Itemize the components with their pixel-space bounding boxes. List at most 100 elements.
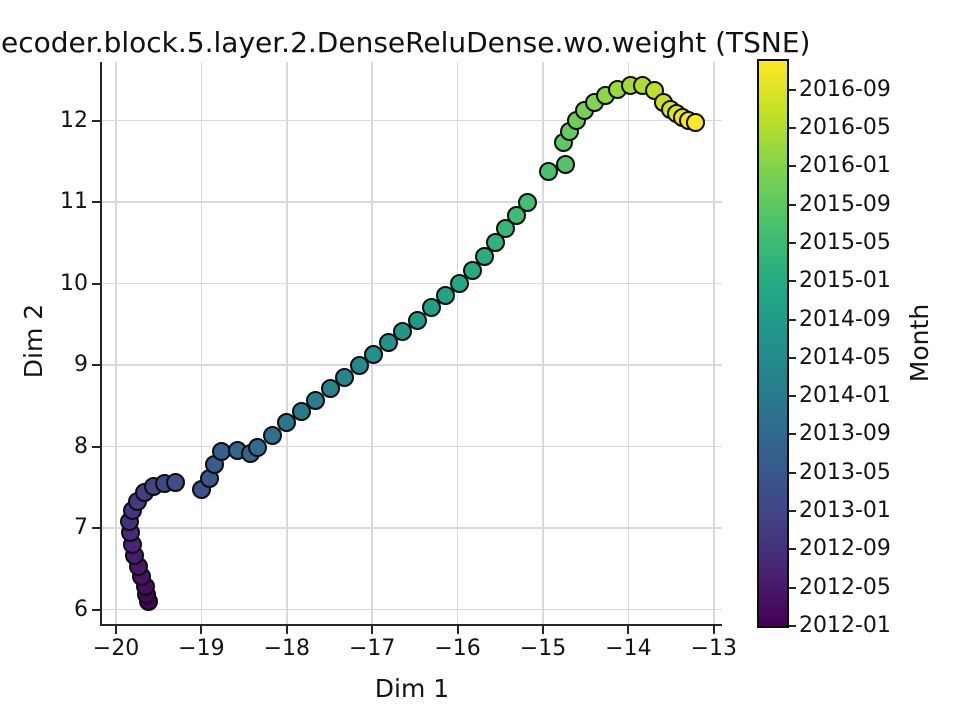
colorbar-tick-mark — [789, 471, 796, 474]
colorbar-tick-mark — [789, 586, 796, 589]
y-tick-mark — [92, 119, 100, 122]
y-tick-mark — [92, 445, 100, 448]
colorbar-tick-label: 2014-09 — [799, 306, 891, 332]
scatter-point — [555, 155, 575, 174]
colorbar-tick-mark — [789, 395, 796, 398]
gridline-horizontal — [102, 364, 722, 366]
scatter-point — [685, 113, 705, 133]
colorbar-tick-mark — [789, 203, 796, 206]
scatter-point — [306, 390, 326, 410]
scatter-point — [291, 401, 311, 421]
colorbar-tick-label: 2015-01 — [799, 268, 891, 294]
axis-spine-bottom — [100, 623, 722, 626]
scatter-point — [262, 425, 282, 445]
x-tick-label: −14 — [605, 636, 652, 661]
y-tick-mark — [92, 608, 100, 611]
gridline-horizontal — [102, 201, 722, 203]
scatter-point — [364, 344, 384, 364]
y-tick-label: 7 — [74, 515, 88, 540]
colorbar-tick-label: 2014-01 — [799, 383, 891, 409]
x-tick-label: −18 — [263, 636, 311, 661]
scatter-point — [422, 298, 442, 318]
scatter-point — [277, 413, 297, 433]
y-tick-mark — [92, 527, 100, 529]
scatter-point — [462, 260, 482, 280]
x-tick-mark — [200, 625, 203, 634]
scatter-point — [436, 286, 456, 306]
y-tick-label: 11 — [60, 189, 88, 214]
gridline-vertical — [200, 62, 203, 624]
gridline-vertical — [713, 62, 715, 624]
x-tick-label: −13 — [690, 636, 738, 661]
colorbar-tick-label: 2013-05 — [799, 459, 891, 485]
y-tick-label: 12 — [60, 107, 88, 133]
x-tick-label: −19 — [178, 636, 225, 661]
x-tick-mark — [285, 625, 288, 634]
scatter-point — [349, 356, 369, 376]
x-tick-mark — [627, 625, 630, 634]
x-tick-label: −15 — [519, 636, 567, 661]
colorbar-tick-label: 2015-05 — [799, 229, 891, 255]
colorbar-tick-mark — [789, 433, 796, 436]
scatter-point — [518, 192, 538, 212]
scatter-point — [248, 437, 268, 457]
x-tick-mark — [371, 625, 374, 634]
colorbar-tick-label: 2016-05 — [799, 115, 891, 141]
y-tick-mark — [92, 201, 100, 203]
y-tick-mark — [92, 364, 100, 366]
gridline-horizontal — [102, 119, 722, 122]
x-tick-mark — [456, 625, 459, 634]
gridline-horizontal — [102, 445, 722, 448]
x-tick-label: −20 — [92, 636, 140, 661]
gridline-horizontal — [102, 608, 722, 611]
gridline-vertical — [627, 62, 630, 624]
scatter-point — [449, 274, 469, 293]
scatter-point — [393, 322, 413, 342]
colorbar-tick-label: 2014-05 — [799, 344, 891, 370]
gridline-vertical — [456, 62, 459, 624]
colorbar-tick-mark — [789, 127, 796, 130]
x-tick-mark — [115, 625, 117, 634]
y-tick-mark — [92, 282, 100, 285]
gridline-horizontal — [102, 282, 722, 285]
y-tick-label: 6 — [74, 596, 88, 622]
colorbar-tick-label: 2016-01 — [799, 153, 891, 179]
colorbar-tick-mark — [789, 165, 796, 168]
colorbar-tick-mark — [789, 241, 796, 244]
colorbar-tick-label: 2016-09 — [799, 76, 891, 102]
gridline-vertical — [115, 62, 117, 624]
scatter-point — [474, 247, 494, 267]
colorbar-tick-mark — [789, 625, 796, 627]
colorbar-tick-label: 2013-09 — [799, 421, 891, 447]
scatter-point — [166, 472, 186, 492]
colorbar-tick-label: 2013-01 — [799, 498, 891, 524]
gridline-vertical — [542, 62, 544, 624]
colorbar-tick-label: 2015-09 — [799, 191, 891, 217]
gridline-vertical — [286, 62, 288, 624]
scatter-point — [335, 367, 355, 387]
colorbar-tick-mark — [789, 88, 796, 91]
colorbar-gradient-viridis — [757, 59, 789, 628]
colorbar-tick-label: 2012-01 — [799, 613, 891, 638]
y-tick-label: 10 — [60, 270, 88, 296]
x-tick-label: −16 — [434, 636, 481, 661]
scatter-point — [407, 310, 427, 330]
colorbar-tick-label: 2012-09 — [799, 536, 891, 562]
chart-title: ecoder.block.5.layer.2.DenseReluDense.wo… — [1, 26, 811, 59]
scatter-point — [539, 161, 559, 181]
gridline-vertical — [371, 62, 373, 624]
x-tick-mark — [542, 625, 544, 634]
colorbar-tick-mark — [789, 356, 796, 359]
x-tick-mark — [712, 625, 715, 634]
scatter-point — [485, 233, 505, 253]
gridline-horizontal — [102, 527, 722, 529]
colorbar-tick-mark — [789, 280, 796, 283]
y-tick-label: 9 — [74, 352, 88, 377]
y-tick-label: 8 — [74, 433, 88, 459]
x-tick-label: −17 — [348, 636, 396, 661]
scatter-point — [320, 379, 340, 399]
colorbar-tick-mark — [789, 510, 796, 513]
colorbar-tick-mark — [789, 548, 796, 551]
colorbar-tick-label: 2012-05 — [799, 574, 891, 600]
axis-spine-left — [100, 62, 102, 626]
